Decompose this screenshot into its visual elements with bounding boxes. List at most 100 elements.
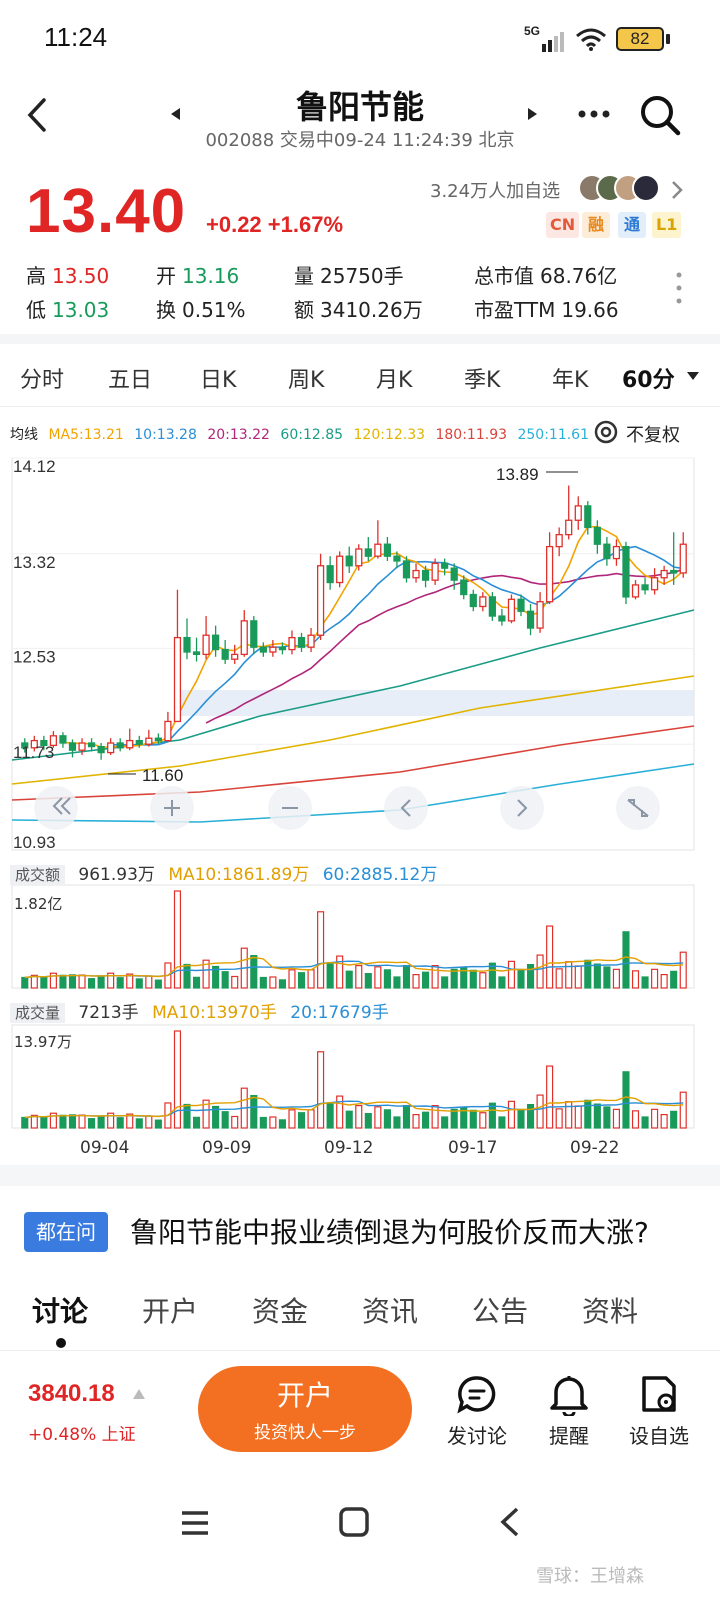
tag-cn[interactable]: CN <box>546 212 580 238</box>
x-tick-label: 09-04 <box>80 1138 130 1158</box>
candle-body <box>593 526 601 545</box>
ma-legend-item: 120:12.33 <box>353 427 426 443</box>
volume-bar <box>297 972 306 989</box>
volume-bar <box>317 1051 325 1129</box>
tab-quarterly-k[interactable]: 季K <box>464 368 501 393</box>
plot-frame <box>11 457 695 851</box>
volume-bar <box>250 1094 258 1129</box>
volume-bar <box>488 1102 496 1129</box>
zoom-control-icon <box>52 797 71 815</box>
candle-body <box>479 596 487 608</box>
tab-capital[interactable]: 资金 <box>252 1295 309 1328</box>
volume-bar <box>30 1114 38 1129</box>
volume-bar <box>192 1116 201 1129</box>
volume-bar <box>660 1114 668 1129</box>
volume-bar <box>469 969 477 989</box>
volume-bar <box>145 975 153 989</box>
volume-bar <box>584 1099 592 1129</box>
volume-bar <box>135 1118 143 1129</box>
chevron-right-icon[interactable] <box>670 180 684 200</box>
candle-body <box>565 519 573 536</box>
more-icon[interactable] <box>576 108 612 120</box>
settings-icon[interactable] <box>592 418 620 446</box>
candle-body <box>173 636 182 723</box>
volume-bar <box>546 925 554 989</box>
tab-yearly-k[interactable]: 年K <box>552 368 589 393</box>
search-icon[interactable] <box>638 93 682 137</box>
add-watchlist-button[interactable]: 设自选 <box>614 1372 704 1448</box>
battery-indicator: 82 <box>616 27 664 51</box>
tab-weekly-k[interactable]: 周K <box>288 368 325 393</box>
tab-monthly-k[interactable]: 月K <box>376 368 413 393</box>
tab-intraday[interactable]: 分时 <box>20 368 65 393</box>
low-marker-label: 11.60 <box>142 766 183 785</box>
volume-bar <box>603 966 611 989</box>
volume-bar <box>526 963 535 989</box>
back-nav-icon[interactable] <box>498 1506 522 1538</box>
qa-card[interactable] <box>0 1186 720 1276</box>
expand-stats-icon[interactable] <box>674 270 684 306</box>
qa-question[interactable]: 鲁阳节能中报业绩倒退为何股价反而大涨? <box>130 1216 649 1249</box>
volume-bar <box>660 974 668 989</box>
candle-body <box>316 565 325 636</box>
candle-body <box>30 739 38 749</box>
tab-profile[interactable]: 资料 <box>582 1295 639 1328</box>
volume-bar <box>641 976 649 989</box>
stat-high: 高 13.50 <box>26 264 110 288</box>
chevron-down-icon[interactable] <box>686 370 700 382</box>
volume-bar <box>622 931 630 989</box>
chat-bubble-icon <box>457 1376 496 1414</box>
stat-pe: 市盈TTM 19.66 <box>474 298 619 322</box>
tag-l1[interactable]: L1 <box>652 212 682 238</box>
volume-bar <box>259 1116 267 1129</box>
watcher-avatars[interactable] <box>578 172 664 204</box>
volume-bar <box>555 1108 563 1129</box>
back-icon[interactable] <box>22 96 52 134</box>
next-stock-icon[interactable] <box>526 106 540 122</box>
candle-body <box>450 567 458 581</box>
x-tick-label: 09-09 <box>202 1138 252 1158</box>
volume-bar <box>612 1108 620 1129</box>
turnover-max: 1.82亿 <box>14 895 63 913</box>
alert-button[interactable]: 提醒 <box>524 1372 614 1448</box>
tab-daily-k[interactable]: 日K <box>200 368 237 393</box>
candle-body <box>221 648 229 660</box>
high-marker-label: 13.89 <box>496 465 539 484</box>
volume-bar <box>97 1115 105 1129</box>
candle-body <box>49 735 58 747</box>
candle-body <box>297 636 306 648</box>
candle-body <box>97 745 105 754</box>
volume-bar <box>231 975 239 989</box>
open-account-button[interactable]: 开户 投资快人一步 <box>198 1366 412 1452</box>
candle-body <box>650 577 659 591</box>
tab-60min[interactable]: 60分 <box>622 368 675 393</box>
tab-news[interactable]: 资讯 <box>362 1295 419 1328</box>
volume-bar <box>250 954 258 989</box>
tab-5day[interactable]: 五日 <box>108 368 153 393</box>
candle-body <box>192 651 201 656</box>
index-change[interactable]: +0.48% 上证 <box>28 1425 136 1445</box>
volume-bar <box>488 962 496 989</box>
adjust-mode[interactable]: 不复权 <box>626 425 680 446</box>
home-icon[interactable] <box>338 1506 370 1538</box>
tab-open-account[interactable]: 开户 <box>142 1295 199 1328</box>
tab-discussion[interactable]: 讨论 <box>32 1295 89 1328</box>
ma-legend-label: 均线 <box>10 427 38 443</box>
turnover-ma10: MA10:1861.89万 <box>168 865 310 885</box>
volume-label: 成交量 <box>10 1003 66 1023</box>
menu-icon[interactable] <box>180 1510 210 1536</box>
volume-value: 7213手 <box>78 1003 139 1023</box>
price-chart[interactable]: 14.12 13.32 12.53 11.73 10.93 13.89 11.60 <box>0 408 720 1168</box>
volume-bar <box>393 976 401 989</box>
tag-connect[interactable]: 通 <box>618 212 646 238</box>
prev-stock-icon[interactable] <box>168 106 182 122</box>
volume-bar <box>173 1030 182 1129</box>
tag-margin[interactable]: 融 <box>582 212 610 238</box>
stock-code-status: 002088 交易中09-24 11:24:39 北京 <box>205 130 515 151</box>
post-discussion-button[interactable]: 发讨论 <box>432 1372 522 1448</box>
add-watchlist-label: 设自选 <box>629 1424 689 1448</box>
tab-announcements[interactable]: 公告 <box>472 1295 529 1328</box>
index-value[interactable]: 3840.18 <box>28 1380 115 1407</box>
watchers-count[interactable]: 3.24万人加自选 <box>430 181 561 202</box>
volume-legend: 成交量 7213手 MA10:13970手 20:17679手 <box>10 998 389 1023</box>
